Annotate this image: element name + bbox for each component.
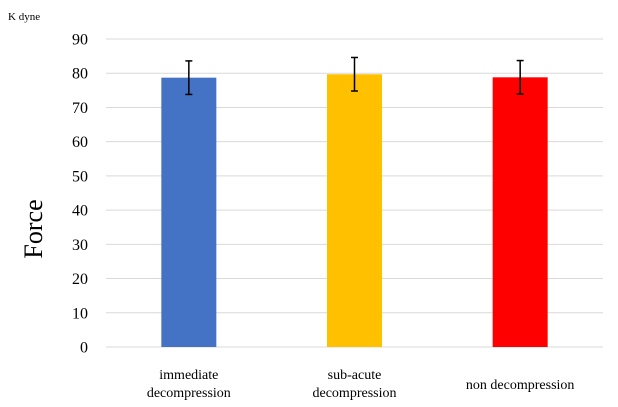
category-label-line: sub-acute [328,368,382,383]
error-bars [185,56,524,96]
y-tick-label-20: 20 [72,271,88,288]
category-label-line: decompression [147,386,231,401]
bars [161,74,548,347]
y-tick-label-70: 70 [72,100,88,117]
y-axis-ticks: 0 10 20 30 40 50 60 70 80 90 [72,32,88,357]
y-tick-label-40: 40 [72,203,88,220]
y-axis-unit-label: K dyne [8,11,40,23]
y-tick-label-60: 60 [72,134,88,151]
y-tick-label-0: 0 [80,340,88,357]
bar-1 [161,77,217,347]
y-tick-label-10: 10 [72,305,88,322]
y-tick-label-80: 80 [72,66,88,83]
y-axis-title: Force [19,199,48,258]
category-label-1: immediate decompression [147,368,231,401]
category-label-2: sub-acute decompression [313,368,397,401]
bar-3 [492,77,548,347]
y-tick-label-30: 30 [72,237,88,254]
category-label-line: immediate [159,368,218,383]
category-label-3: non decompression [466,378,574,393]
category-label-line: decompression [313,386,397,401]
bar-2 [327,74,382,347]
category-label-line: non decompression [466,378,574,393]
x-axis-category-labels: immediate decompression sub-acute decompres… [147,368,575,401]
y-tick-label-90: 90 [72,32,88,49]
y-tick-label-50: 50 [72,168,88,185]
